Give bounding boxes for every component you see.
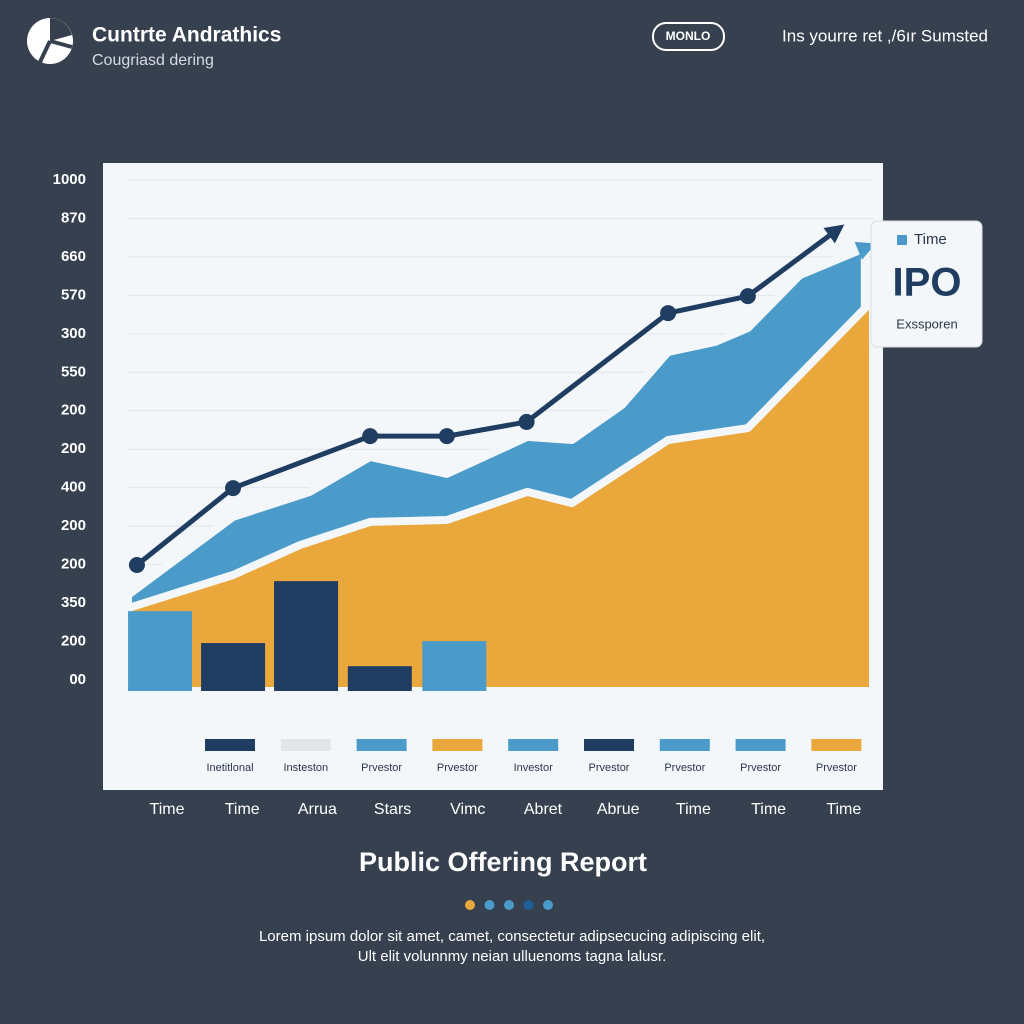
callout-swatch [897, 235, 907, 245]
arrowhead [823, 224, 845, 244]
legend-label: Prvestor [437, 762, 478, 774]
y-tick-label: 200 [61, 517, 86, 534]
line-marker [438, 428, 455, 445]
footer-title: Public Offering Report [359, 847, 647, 877]
line-marker [225, 480, 242, 497]
legend-label: Prvestor [816, 762, 857, 774]
legend-swatch [508, 739, 559, 751]
line-marker [660, 305, 677, 322]
y-tick-label: 200 [61, 440, 86, 457]
x-tick-label: Abret [524, 801, 563, 818]
legend-swatch [356, 739, 407, 751]
bar [347, 666, 412, 691]
callout-legend: Time [914, 231, 947, 248]
y-tick-label: 00 [69, 671, 86, 688]
bar [422, 641, 487, 691]
legend-label: Prvestor [361, 762, 402, 774]
legend-swatch [659, 739, 710, 751]
x-tick-label: Arrua [298, 801, 337, 818]
footer-line: Lorem ipsum dolor sit amet, camet, conse… [259, 928, 765, 945]
bar [201, 643, 266, 691]
page-dot [523, 900, 534, 910]
y-tick-label: 300 [61, 325, 86, 342]
legend-label: Prvestor [589, 762, 630, 774]
callout: Time IPO Exssporen [870, 220, 983, 348]
y-tick-label: 660 [61, 248, 86, 265]
x-tick-label: Time [826, 801, 861, 818]
page-dot [484, 900, 495, 910]
brand: Cuntrte Andrathics [92, 24, 281, 47]
y-tick-label: 200 [61, 633, 86, 650]
y-tick-label: 200 [61, 556, 86, 573]
line-marker [518, 413, 535, 430]
page-dot [504, 900, 514, 910]
y-tick-label: 200 [61, 402, 86, 419]
x-tick-label: Time [225, 801, 260, 818]
y-tick-label: 570 [61, 286, 86, 303]
x-tick-label: Vimc [450, 801, 485, 818]
line-marker [128, 557, 145, 573]
y-tick-label: 400 [61, 479, 86, 496]
plot: 1000 870 660 570 300 550 200 200 400 200 200 350 200… [53, 171, 877, 818]
line [135, 226, 841, 567]
button-label[interactable]: MONLO [666, 29, 711, 43]
button[interactable] [652, 22, 725, 51]
tagline: Cougriasd dering [92, 52, 214, 69]
y-tick-label: 350 [61, 594, 86, 611]
bar [274, 581, 339, 691]
x-tick-label: Time [751, 801, 786, 818]
legend-label: Prvestor [740, 762, 781, 774]
legend-swatch [584, 739, 634, 751]
page-dot [465, 900, 475, 910]
legend-label: Prvestor [664, 762, 705, 774]
header-note: Ins yourre ret ,/6ır Sumsted [782, 26, 988, 45]
y-tick-label: 1000 [53, 171, 86, 188]
legend-label: Investor [514, 762, 553, 774]
x-tick-label: Stars [374, 801, 411, 818]
line-marker [739, 288, 756, 305]
callout-title: IPO [893, 261, 962, 305]
legend-label: Insteston [283, 762, 328, 774]
legend-label: Inetitlonal [206, 762, 253, 774]
line-marker [362, 428, 379, 445]
x-tick-label: Abrue [597, 801, 640, 818]
legend-swatch [432, 739, 483, 751]
logo [27, 18, 73, 64]
y-tick-label: 550 [61, 363, 86, 380]
bar [128, 611, 193, 691]
callout-box [870, 220, 983, 348]
legend-swatch [811, 739, 862, 751]
x-tick-label: Time [676, 801, 711, 818]
y-tick-label: 870 [61, 209, 86, 226]
footer-line: Ult elit volunnmy neian ulluenoms tagna … [358, 948, 667, 965]
x-tick-label: Time [150, 801, 185, 818]
legend-swatch [280, 739, 331, 751]
callout-caption: Exssporen [896, 316, 957, 331]
legend-swatch [205, 739, 255, 751]
legend-swatch [735, 739, 786, 751]
page-dot [543, 900, 553, 910]
